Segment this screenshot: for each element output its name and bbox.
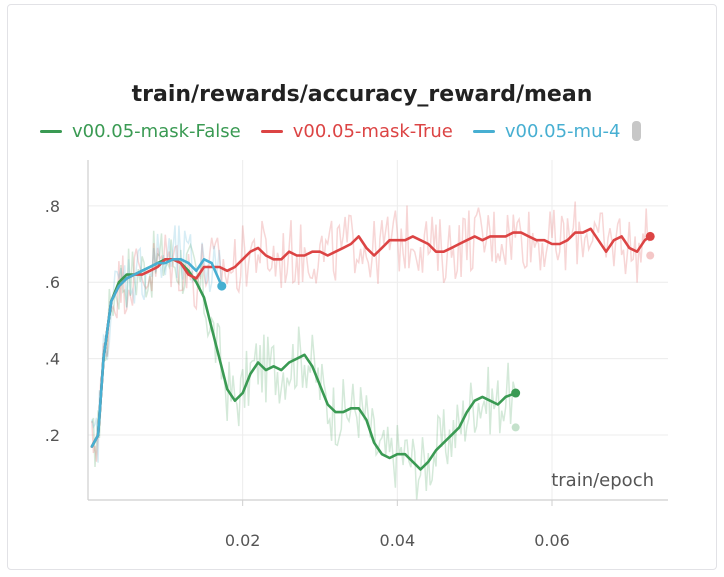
chart-panel: [7, 4, 717, 570]
series-line: [90, 227, 652, 448]
legend-scroll-handle[interactable]: [632, 121, 642, 141]
x-tick-labels: 0.02 0.04 0.06: [225, 531, 570, 550]
series-end-point: [511, 388, 521, 398]
raw-series-layer: [91, 201, 651, 500]
x-tick-label: 0.04: [380, 531, 416, 550]
series-line: [90, 257, 224, 448]
chart-title: train/rewards/accuracy_reward/mean: [131, 82, 593, 107]
series-end-point: [217, 281, 227, 291]
legend-label: v00.05-mask-True: [292, 120, 453, 142]
legend-swatch: [40, 129, 62, 133]
y-tick-label: .8: [45, 197, 60, 216]
y-tick-labels: .2 .4 .6 .8: [45, 197, 60, 445]
raw-series-line: [91, 201, 651, 462]
raw-end-point: [511, 423, 520, 432]
raw-series-line: [91, 230, 517, 500]
legend-item[interactable]: v00.05-mask-False: [40, 121, 241, 142]
legend-swatch: [260, 129, 283, 133]
y-tick-label: .6: [45, 273, 60, 292]
raw-end-point: [646, 251, 655, 260]
raw-end-point: [217, 282, 226, 291]
x-tick-label: 0.02: [225, 531, 261, 550]
x-tick-label: 0.06: [534, 531, 570, 550]
y-tick-label: .2: [45, 426, 60, 445]
x-axis-title: train/epoch: [551, 470, 654, 491]
legend-item[interactable]: v00.05-mask-True: [260, 120, 453, 142]
y-tick-label: .4: [45, 350, 60, 369]
axes: [87, 160, 668, 506]
legend-label: v00.05-mask-False: [72, 120, 241, 142]
legend-swatch: [472, 129, 495, 133]
grid-lines: [88, 160, 668, 500]
chart-legend: v00.05-mask-False v00.05-mask-True v00.05-…: [40, 116, 642, 146]
legend-label: v00.05-mu-4: [504, 120, 621, 142]
series-end-point: [645, 231, 655, 241]
smoothed-series-layer: [90, 227, 655, 471]
legend-item[interactable]: v00.05-mu-4: [472, 120, 621, 142]
